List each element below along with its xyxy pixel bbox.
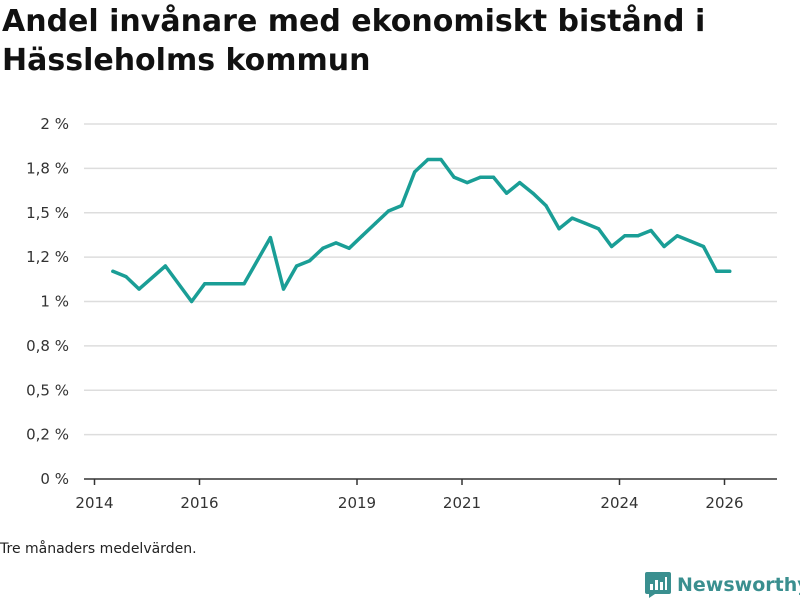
data-point	[111, 269, 115, 273]
data-point	[400, 204, 404, 208]
data-point	[465, 180, 469, 185]
data-point	[124, 275, 128, 279]
data-point	[596, 227, 601, 231]
footnote: Tre månaders medelvärden.	[0, 541, 197, 557]
data-point	[531, 191, 535, 195]
y-tick-label: 1,5 %	[26, 204, 69, 222]
x-tick-label: 2016	[180, 494, 218, 512]
data-point	[203, 282, 207, 286]
data-point	[570, 216, 574, 220]
data-point	[491, 175, 496, 179]
y-tick-label: 0,2 %	[26, 426, 69, 444]
chart-title: Andel invånare med ekonomiskt bistånd i …	[2, 4, 706, 78]
data-point	[426, 157, 430, 162]
data-point	[137, 287, 141, 291]
y-tick-label: 1,8 %	[26, 159, 69, 177]
series-line	[111, 157, 732, 304]
y-tick-label: 1,2 %	[26, 248, 69, 266]
data-point	[439, 157, 443, 162]
data-series	[111, 157, 732, 304]
y-axis-tick-labels: 0 % 0,2 % 0,5 % 0,8 % 1 % 1,2 % 1,5 % 1,8 % 2 %	[26, 115, 69, 488]
data-point	[688, 239, 692, 243]
data-point	[268, 236, 272, 240]
data-point	[623, 234, 627, 238]
y-tick-label: 0 %	[40, 470, 69, 488]
data-point	[675, 234, 679, 238]
newsworthy-logo[interactable]: Newsworthy	[645, 570, 800, 600]
data-point	[728, 269, 732, 273]
data-point	[478, 175, 482, 179]
data-point	[229, 282, 233, 286]
data-point	[347, 246, 351, 250]
x-tick-label: 2019	[338, 494, 376, 512]
x-tick-label: 2014	[75, 494, 113, 512]
data-point	[452, 175, 456, 179]
data-point	[190, 299, 194, 304]
newsworthy-logo-icon	[645, 572, 671, 598]
y-tick-label: 1 %	[40, 293, 69, 311]
data-point	[505, 191, 509, 195]
data-point	[334, 241, 338, 245]
data-point	[360, 234, 364, 238]
x-tick-label: 2026	[705, 494, 743, 512]
data-point	[413, 170, 417, 174]
data-point	[308, 259, 312, 263]
gridlines	[84, 123, 777, 436]
data-point	[281, 287, 286, 291]
data-point	[216, 282, 220, 286]
y-tick-label: 0,8 %	[26, 337, 69, 355]
data-point	[321, 246, 325, 250]
data-point	[636, 234, 640, 238]
data-point	[557, 227, 561, 231]
data-point	[649, 228, 653, 233]
data-point	[295, 264, 299, 268]
data-point	[715, 269, 719, 273]
data-point	[518, 180, 522, 185]
data-point	[163, 264, 167, 268]
data-point	[610, 244, 614, 249]
y-tick-label: 2 %	[40, 115, 69, 133]
data-point	[373, 221, 377, 225]
data-point	[701, 244, 706, 249]
x-tick-label: 2024	[600, 494, 638, 512]
y-tick-label: 0,5 %	[26, 381, 69, 399]
data-point	[242, 282, 246, 286]
x-axis-ticks: 2014 2016 2019 2021 2024 2026	[75, 479, 744, 512]
data-point	[583, 221, 587, 225]
x-tick-label: 2021	[443, 494, 481, 512]
data-point	[662, 244, 666, 249]
data-point	[386, 209, 391, 213]
data-point	[544, 204, 548, 208]
newsworthy-logo-text: Newsworthy	[677, 574, 800, 596]
